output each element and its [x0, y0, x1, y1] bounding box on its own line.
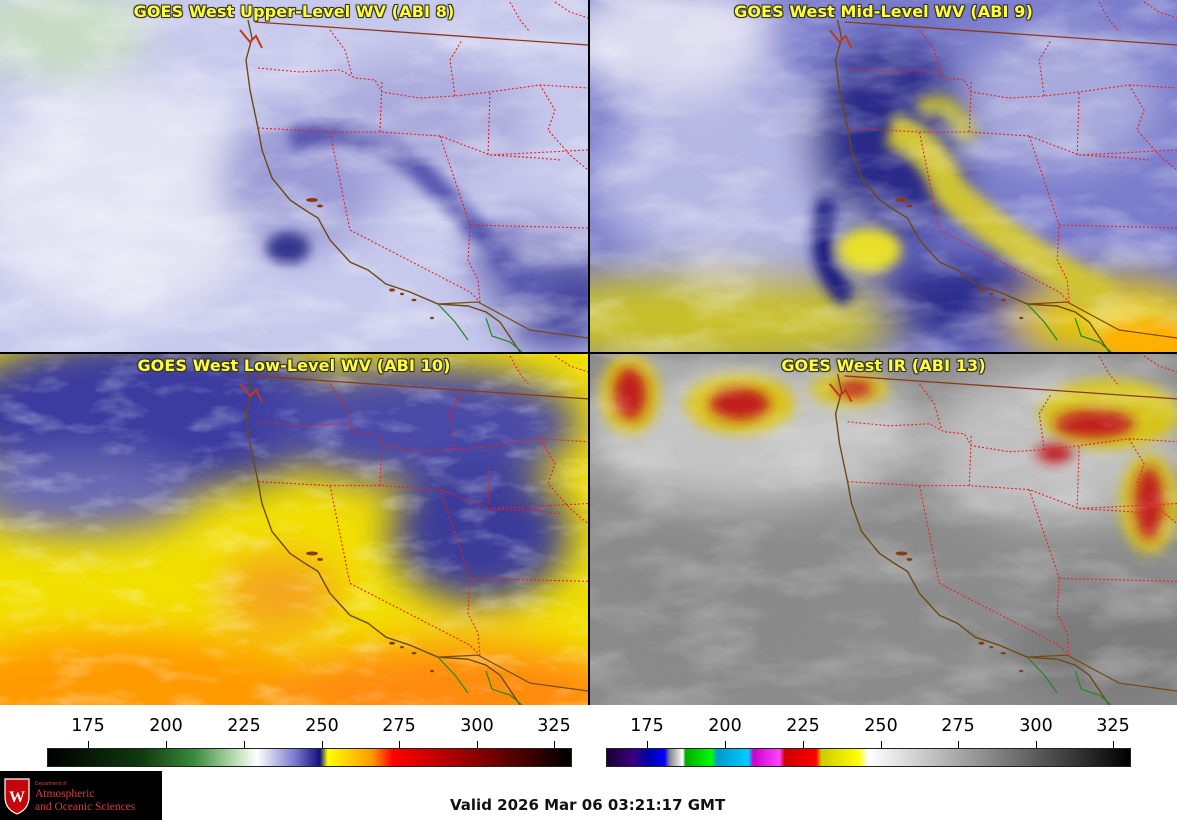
tick-mark — [647, 741, 648, 748]
tick-mark — [166, 741, 167, 748]
tick-mark — [725, 741, 726, 748]
tick-label: 325 — [1096, 716, 1130, 736]
tick-label: 200 — [149, 716, 183, 736]
panel-title: GOES West Upper-Level WV (ABI 8) — [133, 2, 455, 21]
ir-colorbar: 175 200 225 250 275 300 325 — [606, 716, 1131, 768]
tick-label: 275 — [941, 716, 975, 736]
logo-name-line2: and Oceanic Sciences — [35, 801, 136, 813]
ir-image — [590, 354, 1177, 705]
tick-mark — [803, 741, 804, 748]
tick-label: 325 — [537, 716, 571, 736]
panel-title: GOES West Low-Level WV (ABI 10) — [137, 356, 451, 375]
panel-divider-horizontal — [0, 352, 1177, 354]
tick-label: 300 — [1019, 716, 1053, 736]
wv-colorbar-gradient — [47, 748, 572, 767]
panel-title: GOES West IR (ABI 13) — [781, 356, 986, 375]
upper-level-wv-panel: GOES West Upper-Level WV (ABI 8) — [0, 0, 588, 352]
logo-name-line1: Atmospheric — [35, 788, 95, 800]
tick-mark — [244, 741, 245, 748]
mid-level-wv-panel: GOES West Mid-Level WV (ABI 9) — [590, 0, 1177, 352]
colorbar-ticks: 175 200 225 250 275 300 325 — [47, 716, 572, 740]
tick-label: 200 — [708, 716, 742, 736]
colorbar-ticks: 175 200 225 250 275 300 325 — [606, 716, 1131, 740]
wv-colorbar: 175 200 225 250 275 300 325 — [47, 716, 572, 768]
tick-label: 225 — [786, 716, 820, 736]
low-level-wv-panel: GOES West Low-Level WV (ABI 10) — [0, 354, 588, 705]
tick-mark — [1113, 741, 1114, 748]
tick-mark — [477, 741, 478, 748]
tick-mark — [322, 741, 323, 748]
tick-mark — [1036, 741, 1037, 748]
upper-level-wv-image — [0, 0, 588, 352]
valid-time-label: Valid 2026 Mar 06 03:21:17 GMT — [450, 796, 726, 814]
tick-label: 275 — [382, 716, 416, 736]
mid-level-wv-image — [590, 0, 1177, 352]
panel-title: GOES West Mid-Level WV (ABI 9) — [734, 2, 1033, 21]
tick-mark — [881, 741, 882, 748]
tick-mark — [958, 741, 959, 748]
low-level-wv-image — [0, 354, 588, 705]
tick-label: 250 — [305, 716, 339, 736]
ir-colorbar-gradient — [606, 748, 1131, 767]
uw-crest-icon: W — [4, 778, 30, 815]
tick-label: 175 — [630, 716, 664, 736]
tick-label: 175 — [71, 716, 105, 736]
tick-label: 225 — [227, 716, 261, 736]
tick-label: 300 — [460, 716, 494, 736]
logo-department-text: Department of — [35, 781, 67, 787]
uw-aos-logo[interactable]: W Department of Atmospheric and Oceanic … — [0, 771, 162, 820]
tick-label: 250 — [864, 716, 898, 736]
tick-mark — [554, 741, 555, 748]
tick-mark — [399, 741, 400, 748]
tick-mark — [88, 741, 89, 748]
ir-panel: GOES West IR (ABI 13) — [590, 354, 1177, 705]
svg-text:W: W — [9, 789, 25, 806]
